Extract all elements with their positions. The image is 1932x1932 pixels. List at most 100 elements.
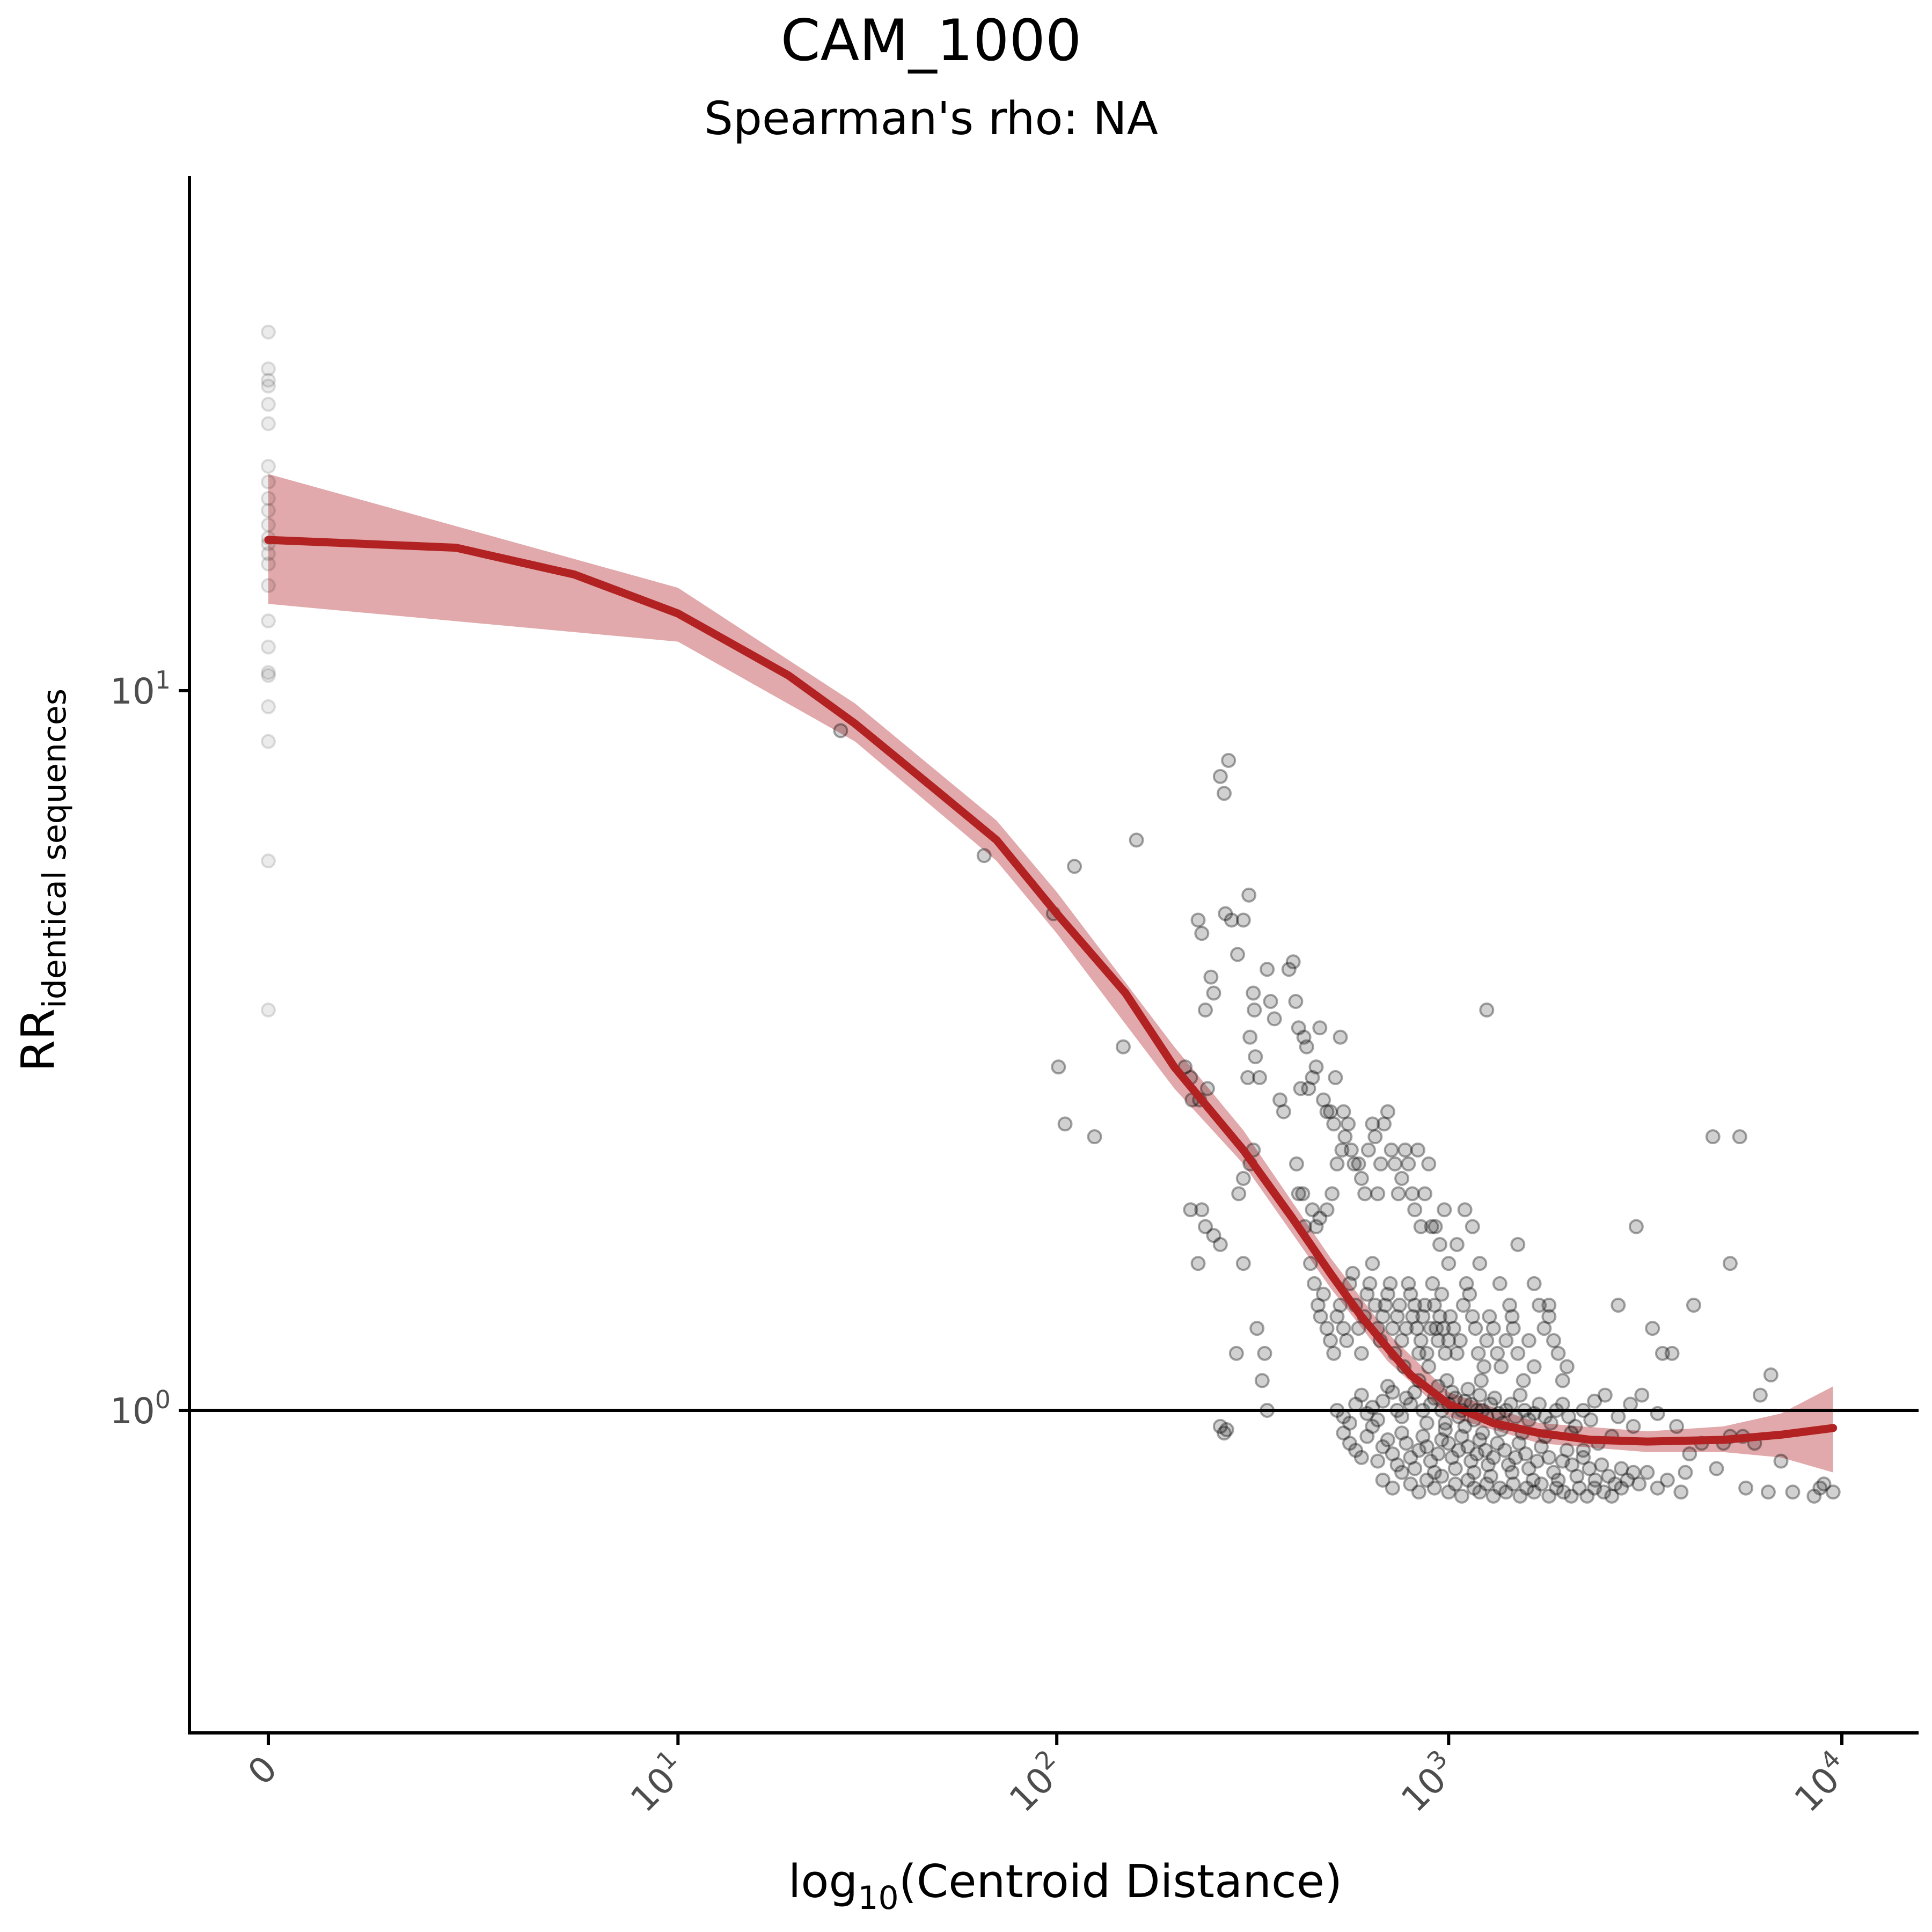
- scatter-point: [1399, 1391, 1414, 1406]
- scatter-point: [1267, 1011, 1282, 1027]
- scatter-point: [1655, 1345, 1670, 1361]
- scatter-point: [1336, 1104, 1351, 1119]
- scatter-point: [1301, 1081, 1316, 1096]
- scatter-point: [1385, 1480, 1400, 1496]
- scatter-point: [1705, 1129, 1721, 1145]
- scatter-point: [1490, 1436, 1505, 1451]
- zero-distance-point: [261, 578, 276, 594]
- fit-line: [264, 536, 1838, 1446]
- confidence-ribbon: [268, 474, 1833, 1473]
- scatter-point: [1246, 985, 1261, 1001]
- scatter-point: [1198, 1002, 1213, 1018]
- scatter-point: [1302, 1256, 1318, 1271]
- scatter-point: [1247, 1002, 1262, 1018]
- scatter-point: [1231, 1186, 1247, 1202]
- scatter-point: [1051, 1059, 1066, 1075]
- scatter-point: [1353, 1450, 1369, 1465]
- scatter-point: [1532, 1298, 1547, 1313]
- scatter-point: [1389, 1457, 1405, 1473]
- scatter-point: [1419, 1439, 1435, 1454]
- scatter-point: [1446, 1321, 1461, 1336]
- scatter-point: [1460, 1381, 1476, 1397]
- scatter-point: [1312, 1020, 1328, 1036]
- zero-distance-point: [261, 378, 276, 394]
- scatter-point: [1432, 1236, 1448, 1252]
- scatter-point: [1319, 1104, 1335, 1119]
- scatter-point: [1816, 1476, 1832, 1492]
- scatter-point: [1546, 1333, 1562, 1349]
- scatter-point: [1235, 1170, 1251, 1186]
- scatter-point: [1190, 912, 1206, 928]
- x-axis-title: log10(Centroid Distance): [788, 1855, 1342, 1917]
- scatter-point: [1316, 1286, 1331, 1302]
- scatter-point: [1475, 1425, 1490, 1441]
- scatter-point: [1498, 1333, 1514, 1349]
- scatter-point: [1403, 1476, 1418, 1492]
- scatter-point: [1421, 1359, 1437, 1374]
- scatter-point: [1312, 1210, 1328, 1226]
- scatter-point: [1582, 1461, 1597, 1476]
- scatter-point: [1288, 994, 1304, 1009]
- scatter-point: [1541, 1488, 1557, 1504]
- scatter-point: [1492, 1480, 1507, 1496]
- scatter-point: [1240, 1070, 1256, 1085]
- scatter-point: [1650, 1480, 1665, 1496]
- scatter-point: [1455, 1298, 1471, 1313]
- scatter-point: [1387, 1156, 1403, 1172]
- x-axis-title-rest: (Centroid Distance): [899, 1855, 1343, 1908]
- scatter-point: [1206, 1228, 1221, 1243]
- scatter-point: [1526, 1359, 1542, 1374]
- zero-distance-point: [261, 699, 276, 714]
- scatter-point: [1640, 1465, 1655, 1480]
- scatter-point: [1394, 1465, 1410, 1480]
- scatter-point: [1469, 1446, 1484, 1462]
- scatter-point: [1812, 1480, 1828, 1496]
- scatter-point: [1583, 1412, 1599, 1428]
- scatter-point: [1441, 1256, 1457, 1271]
- scatter-point: [1424, 1219, 1439, 1234]
- zero-distance-point: [261, 556, 276, 572]
- scatter-point: [1380, 1432, 1395, 1447]
- scatter-point: [1394, 1409, 1410, 1424]
- scatter-point: [1411, 1345, 1426, 1361]
- scatter-point: [1645, 1321, 1660, 1336]
- scatter-point: [1429, 1321, 1444, 1336]
- scatter-point: [1370, 1186, 1386, 1202]
- x-tick-label: 101: [619, 1744, 695, 1820]
- scatter-point: [1221, 752, 1236, 768]
- scatter-point: [1620, 1472, 1635, 1488]
- scatter-point: [1437, 1422, 1453, 1438]
- scatter-point: [1502, 1298, 1518, 1313]
- scatter-point: [1326, 1116, 1342, 1132]
- scatter-point: [1479, 1002, 1495, 1018]
- scatter-point: [1485, 1450, 1501, 1465]
- scatter-point: [1825, 1484, 1841, 1500]
- chart-subtitle: Spearman's rho: NA: [704, 92, 1158, 145]
- scatter-point: [1235, 912, 1251, 928]
- zero-distance-point: [261, 517, 276, 532]
- scatter-point: [1555, 1453, 1570, 1469]
- scatter-point: [1510, 1236, 1526, 1252]
- y-tick-label-exp: 1: [155, 665, 171, 694]
- scatter-point: [1359, 1429, 1375, 1444]
- scatter-point: [1511, 1436, 1527, 1451]
- scatter-point: [1190, 1256, 1206, 1271]
- scatter-point: [1472, 1432, 1488, 1447]
- scatter-point: [1217, 786, 1232, 801]
- scatter-point: [1543, 1415, 1558, 1431]
- scatter-point: [1626, 1418, 1641, 1434]
- scatter-point: [1345, 1265, 1360, 1281]
- zero-distance-point: [261, 613, 276, 629]
- scatter-point: [1664, 1345, 1680, 1361]
- scatter-point: [1403, 1286, 1418, 1302]
- scatter-point: [1129, 832, 1144, 848]
- y-axis-title-base: RR: [12, 1008, 65, 1072]
- scatter-point: [1328, 1070, 1343, 1085]
- scatter-point: [1508, 1450, 1524, 1465]
- scatter-point: [1529, 1453, 1545, 1469]
- scatter-point: [1403, 1396, 1418, 1412]
- scatter-point: [1501, 1457, 1516, 1473]
- scatter-point: [1199, 1081, 1215, 1096]
- scatter-point: [1362, 1276, 1378, 1291]
- scatter-point: [1212, 769, 1228, 784]
